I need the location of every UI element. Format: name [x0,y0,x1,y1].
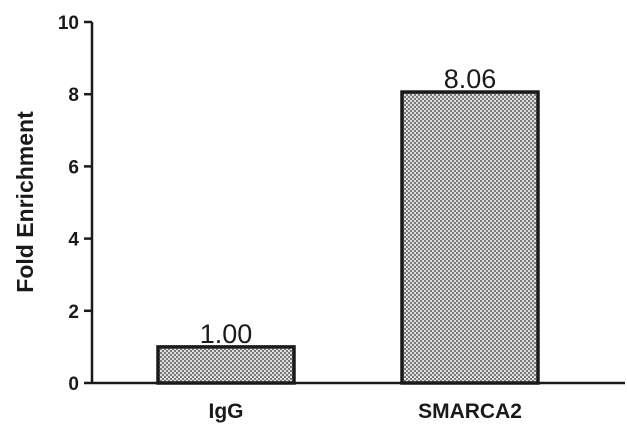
category-label: IgG [209,400,244,423]
y-axis-ticks: 0 2 4 6 8 10 [58,13,92,395]
category-label: SMARCA2 [418,400,522,423]
y-tick-label: 0 [68,374,79,395]
y-tick-label: 4 [68,230,79,251]
y-tick-label: 2 [68,302,79,323]
data-label: 1.00 [200,319,253,349]
data-labels: 1.00 8.06 [200,64,497,349]
data-label: 8.06 [444,64,497,94]
category-labels: IgG SMARCA2 [209,400,522,423]
bar-smarca2 [400,90,540,385]
y-tick-label: 8 [68,85,79,106]
bars [156,90,540,385]
y-axis-title: Fold Enrichment [12,111,38,293]
y-tick-label: 10 [58,13,79,34]
y-tick-label: 6 [68,157,79,178]
bar-igg [156,345,296,385]
